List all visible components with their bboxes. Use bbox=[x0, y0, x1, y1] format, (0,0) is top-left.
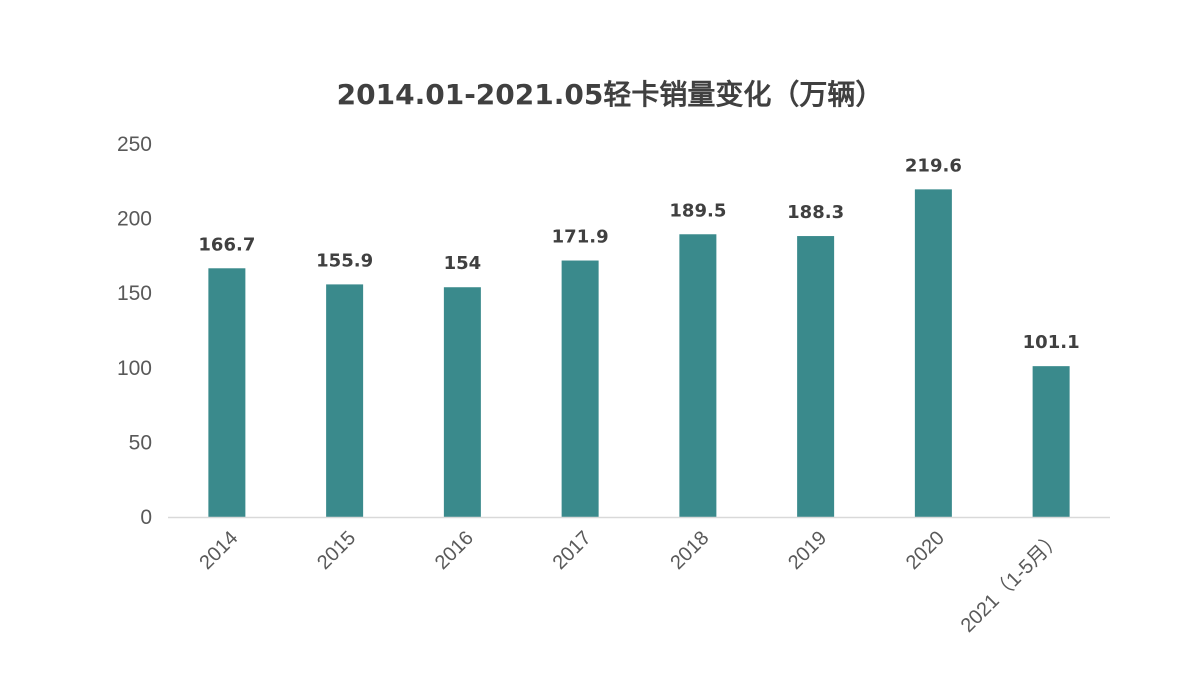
data-label-2019: 188.3 bbox=[787, 202, 844, 223]
y-tick-label: 0 bbox=[140, 506, 152, 529]
data-labels-group: 166.7 155.9 154 171.9 189.5 188.3 219.6 101.1 bbox=[198, 155, 1079, 353]
x-tick-label: 2017 bbox=[549, 527, 596, 574]
bar-2014 bbox=[208, 268, 246, 517]
data-label-2018: 189.5 bbox=[669, 200, 726, 221]
bar-2015 bbox=[326, 284, 364, 517]
data-label-2016: 154 bbox=[444, 253, 482, 274]
x-tick-label: 2014 bbox=[195, 527, 242, 574]
data-label-2017: 171.9 bbox=[552, 227, 609, 248]
x-tick-label: 2020 bbox=[902, 527, 949, 574]
y-tick-label: 100 bbox=[117, 357, 152, 380]
data-label-2020: 219.6 bbox=[905, 155, 962, 176]
y-tick-label: 150 bbox=[117, 282, 152, 305]
bar-2019 bbox=[797, 236, 835, 517]
x-tick-label: 2016 bbox=[431, 527, 478, 574]
data-label-2015: 155.9 bbox=[316, 250, 373, 271]
y-tick-label: 50 bbox=[129, 431, 152, 454]
x-axis: 2014 2015 2016 2017 2018 2019 2020 2021（1-5月） bbox=[195, 526, 1066, 637]
bar-2020 bbox=[914, 189, 952, 517]
y-tick-label: 200 bbox=[117, 208, 152, 231]
data-label-2014: 166.7 bbox=[198, 234, 255, 255]
bar-2018 bbox=[679, 234, 717, 518]
x-tick-label: 2021（1-5月） bbox=[956, 526, 1067, 637]
x-tick-label: 2019 bbox=[784, 527, 831, 574]
chart-title: 2014.01-2021.05轻卡销量变化（万辆） bbox=[337, 78, 884, 111]
data-label-2021（1-5月）: 101.1 bbox=[1023, 332, 1080, 353]
bars-group bbox=[208, 189, 1070, 518]
y-tick-label: 250 bbox=[117, 133, 152, 156]
bar-2016 bbox=[443, 287, 481, 517]
bar-2021（1-5月） bbox=[1032, 366, 1070, 517]
x-tick-label: 2018 bbox=[666, 527, 713, 574]
bar-2017 bbox=[561, 260, 599, 517]
x-tick-label: 2015 bbox=[313, 527, 360, 574]
y-axis: 0 50 100 150 200 250 bbox=[117, 133, 152, 529]
